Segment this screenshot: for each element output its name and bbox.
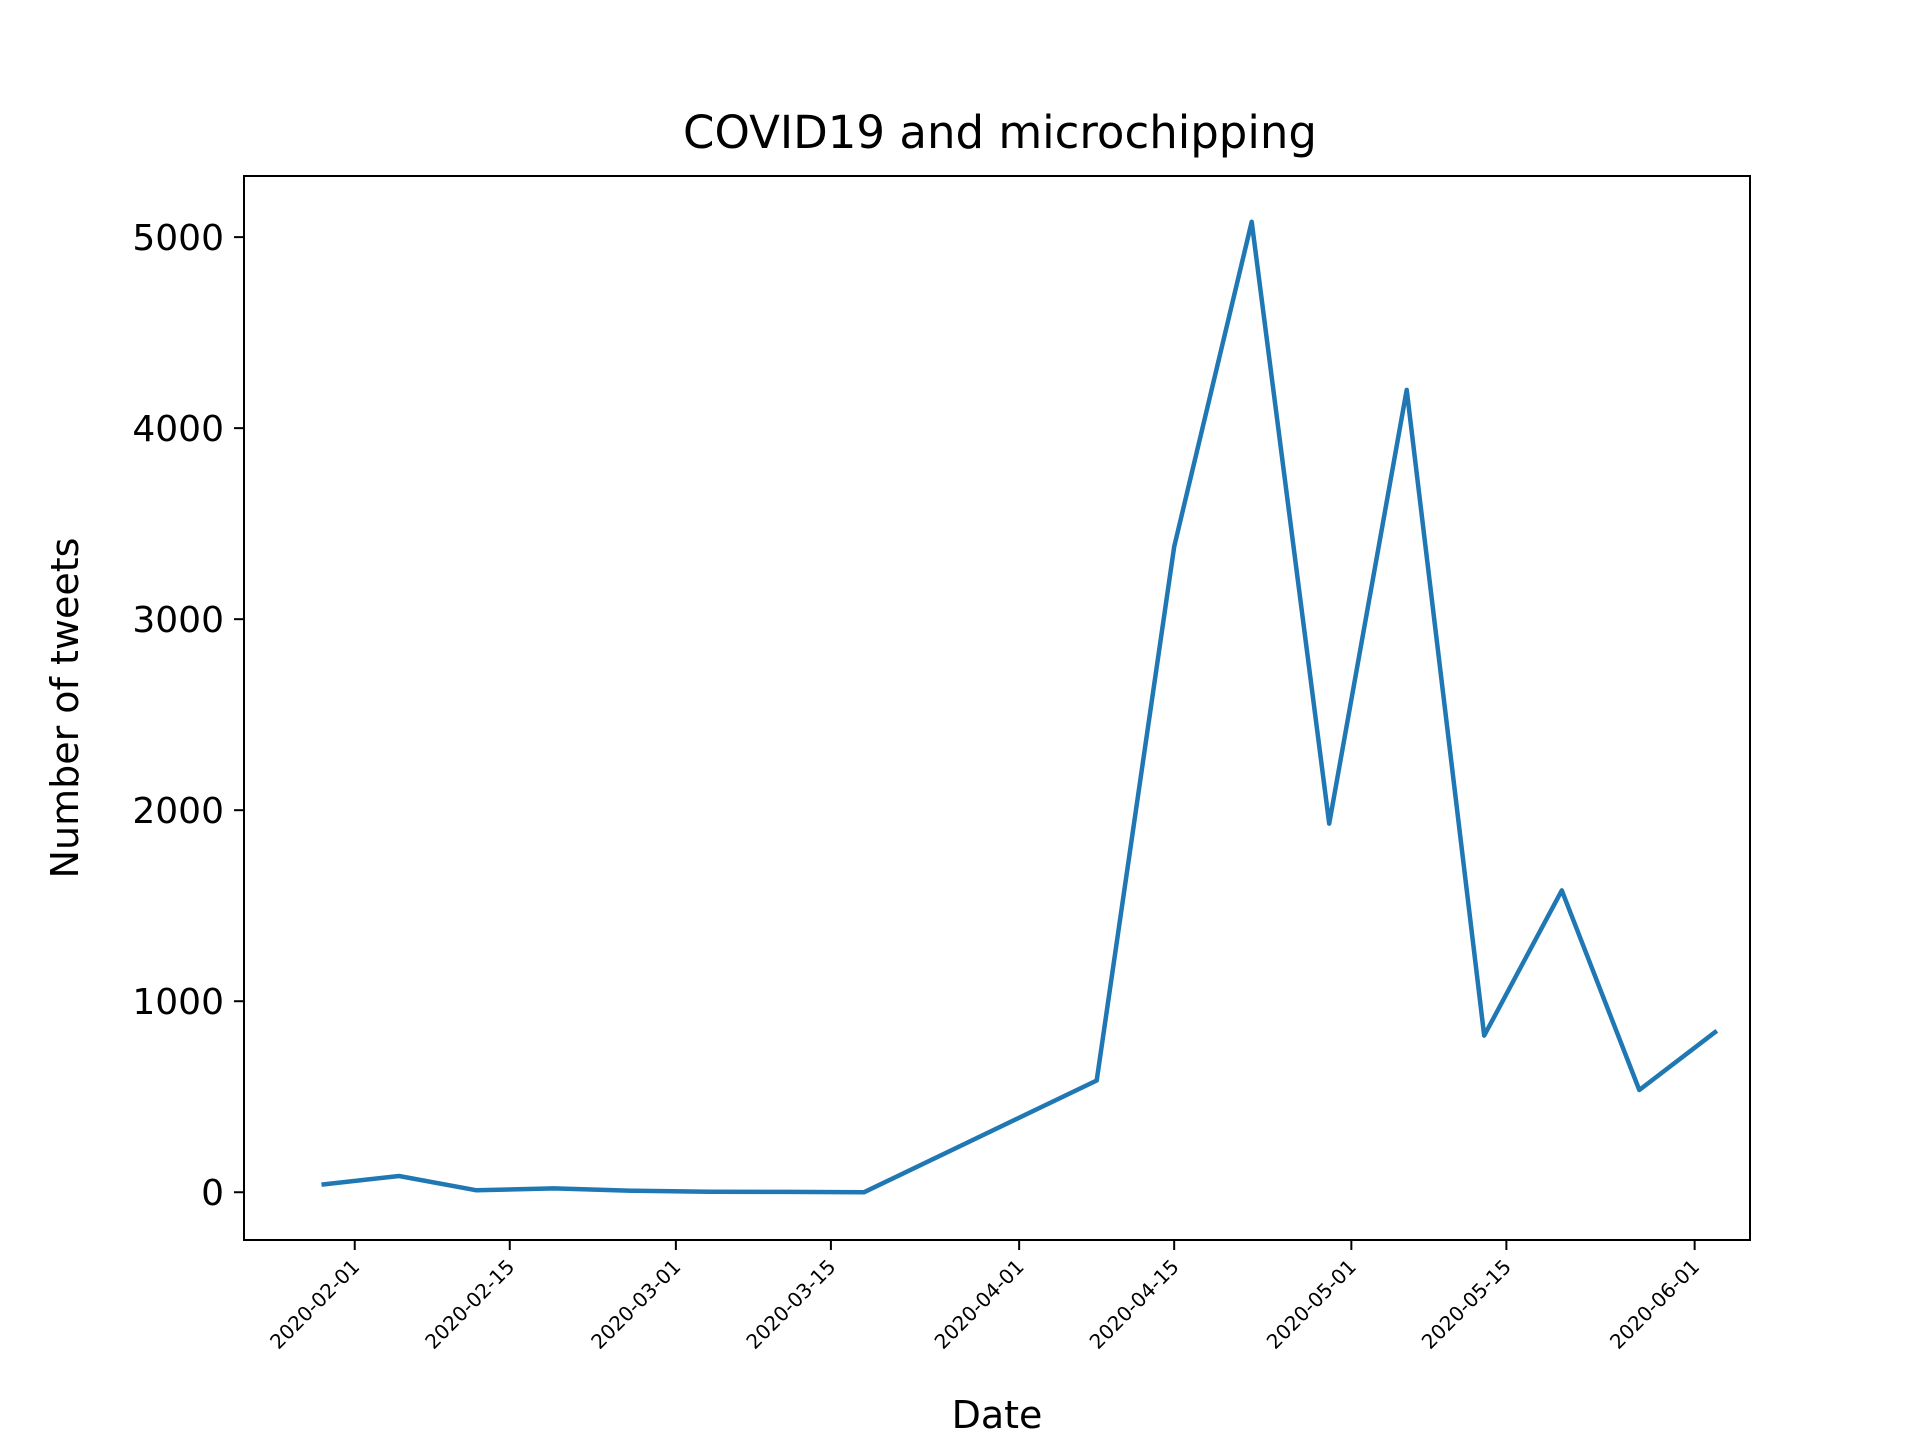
x-axis: 2020-02-01 2020-02-15 2020-03-01 2020-03-15…	[265, 1240, 1704, 1354]
x-tick-label: 2020-02-15	[420, 1255, 519, 1354]
y-tick-label: 2000	[132, 791, 224, 832]
y-tick-label: 3000	[132, 600, 224, 641]
y-tick-label: 1000	[132, 982, 224, 1023]
y-tick-label: 0	[201, 1173, 224, 1214]
y-tick-label: 4000	[132, 409, 224, 450]
x-tick-label: 2020-04-15	[1085, 1255, 1184, 1354]
series-line	[321, 219, 1719, 1195]
x-tick-label: 2020-05-15	[1417, 1255, 1516, 1354]
x-tick-label: 2020-06-01	[1605, 1255, 1704, 1354]
x-tick-label: 2020-05-01	[1262, 1255, 1361, 1354]
plot-frame	[243, 175, 1751, 1241]
y-tick-label: 5000	[132, 218, 224, 259]
x-tick-label: 2020-02-01	[265, 1255, 364, 1354]
x-tick-label: 2020-04-01	[930, 1255, 1029, 1354]
y-axis-label: Number of tweets	[43, 538, 87, 879]
x-tick-label: 2020-03-01	[586, 1255, 685, 1354]
y-axis: 0 1000 2000 3000 4000 5000	[132, 218, 244, 1214]
chart-title: COVID19 and microchipping	[683, 106, 1317, 159]
x-tick-label: 2020-03-15	[741, 1255, 840, 1354]
x-axis-label: Date	[952, 1393, 1043, 1437]
